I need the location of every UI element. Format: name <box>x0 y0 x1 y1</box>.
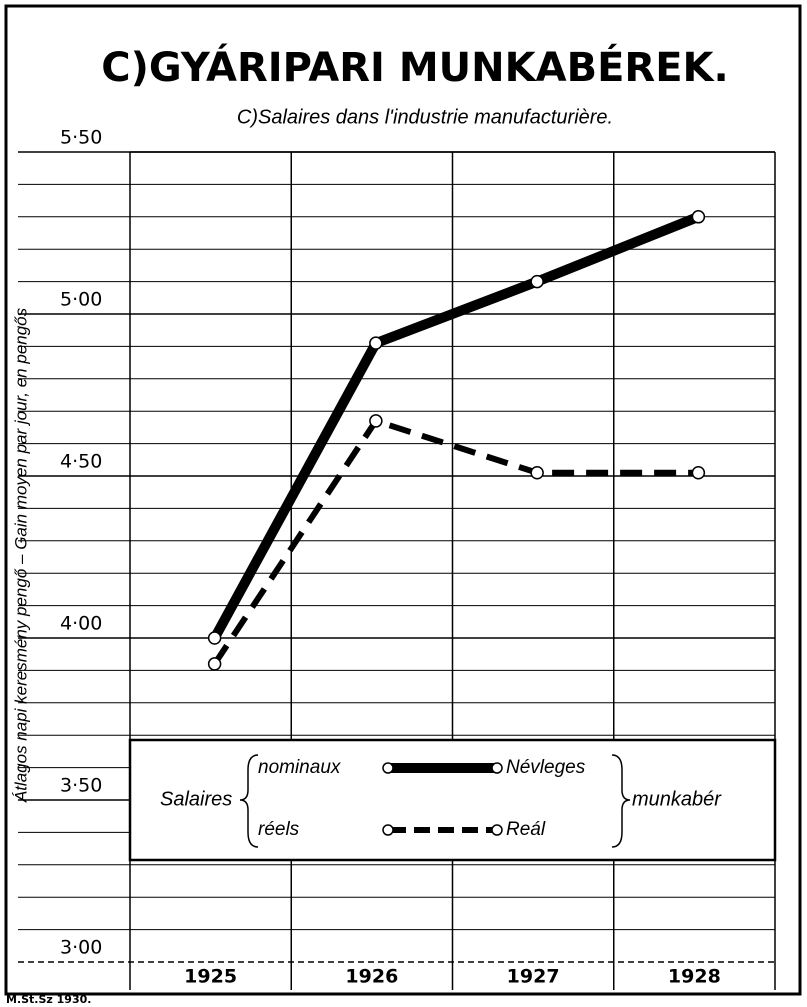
y-tick-label: 5·00 <box>60 289 102 311</box>
legend-marker <box>491 762 503 774</box>
data-point <box>530 466 544 480</box>
legend-marker <box>382 824 394 836</box>
x-tick-label: 1927 <box>507 966 560 988</box>
data-point <box>691 210 706 224</box>
data-point <box>530 274 544 289</box>
legend-label: Reál <box>506 819 546 840</box>
footer: M.St.Sz 1930. <box>6 993 91 1006</box>
series-line <box>212 417 699 666</box>
y-tick-label: 3·50 <box>60 775 102 797</box>
y-tick-label: 4·00 <box>60 613 102 635</box>
outer-frame <box>4 4 802 996</box>
legend-marker <box>382 762 394 774</box>
legend-marker <box>491 824 503 836</box>
chart-title: C)GYÁRIPARI MUNKABÉREK. <box>101 43 728 91</box>
legend-brace <box>239 754 259 848</box>
legend-label-fr: réels <box>258 819 300 840</box>
data-point <box>207 657 222 671</box>
legend-left: Salaires <box>160 788 232 810</box>
series-line <box>210 212 701 641</box>
x-tick-label: 1928 <box>668 966 721 988</box>
legend-label: Névleges <box>506 757 586 778</box>
y-tick-label: 4·50 <box>60 451 102 473</box>
x-tick-label: 1925 <box>184 966 237 988</box>
legend-right: munkabér <box>632 788 722 810</box>
data-point <box>369 336 383 350</box>
y-axis-label: Átlagos napi keresmény pengő – Gain moye… <box>11 307 30 803</box>
x-tick-label: 1926 <box>345 966 398 988</box>
y-tick-label: 3·00 <box>60 937 102 959</box>
y-tick-label: 5·50 <box>60 127 102 149</box>
data-point <box>369 414 383 428</box>
legend-brace <box>611 754 631 848</box>
data-point <box>207 631 222 645</box>
chart-subtitle: C)Salaires dans l'industrie manufacturiè… <box>237 106 613 128</box>
data-point <box>691 466 706 480</box>
legend-box <box>128 738 777 862</box>
legend-label-fr: nominaux <box>258 757 342 778</box>
